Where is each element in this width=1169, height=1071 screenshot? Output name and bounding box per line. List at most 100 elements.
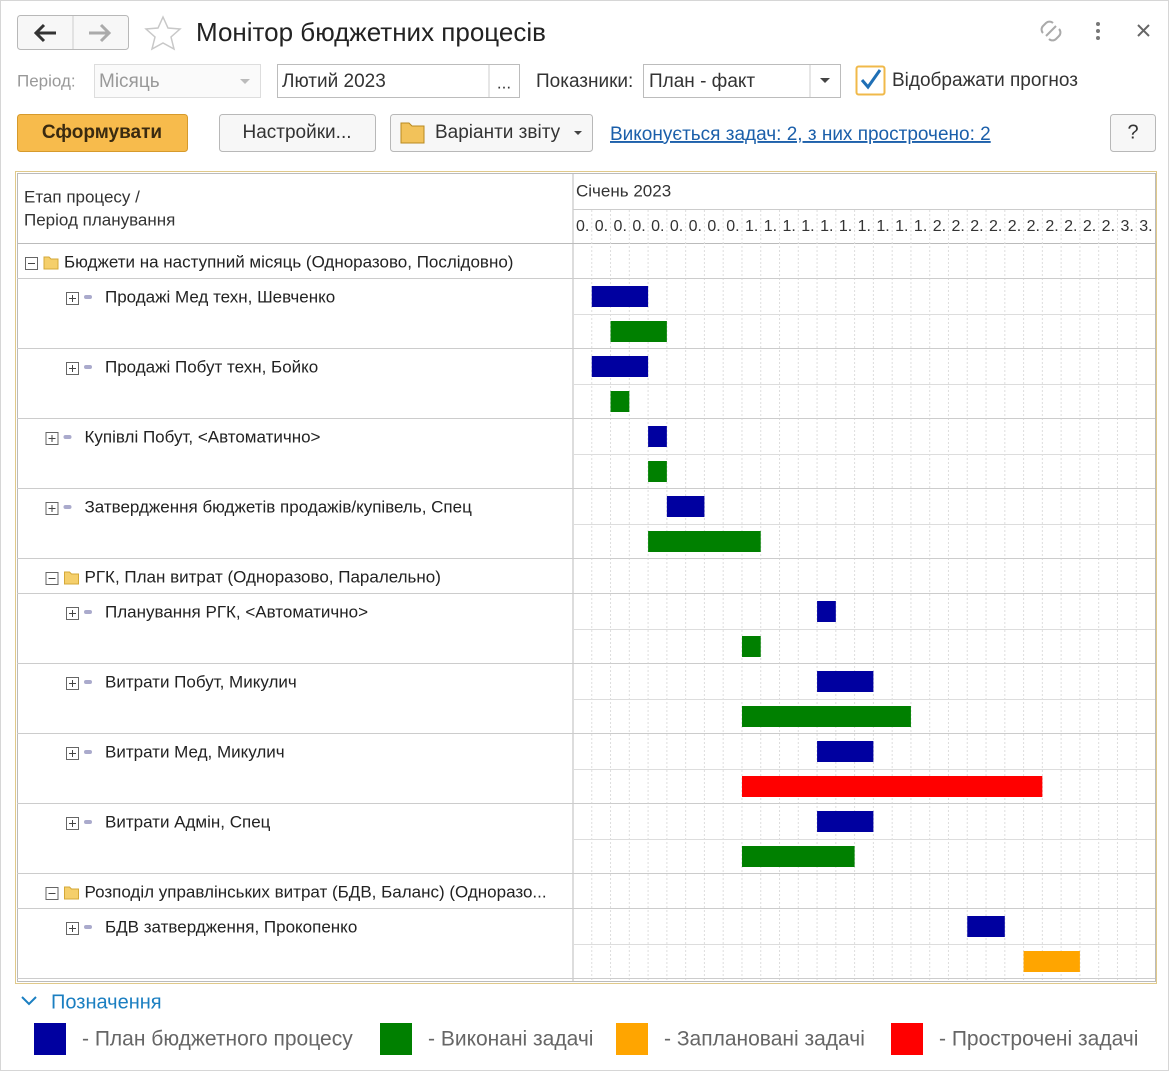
plan-bar [817, 671, 874, 692]
indicators-value: План - факт [649, 71, 755, 92]
link-icon[interactable] [1040, 20, 1062, 42]
task-icon [84, 680, 92, 684]
day-label: 0. [707, 218, 720, 235]
plan-bar [591, 286, 649, 307]
task-icon [84, 610, 92, 614]
group-label: РГК, План витрат (Одноразово, Паралельно… [85, 567, 441, 586]
fact-bar [610, 321, 667, 342]
day-label: 2. [989, 218, 1002, 235]
task-label: Витрати Адмін, Спец [105, 812, 271, 831]
day-label: 2. [1102, 218, 1115, 235]
help-label: ? [1127, 121, 1138, 143]
header-line1: Етап процесу / [24, 187, 140, 206]
day-label: 1. [764, 218, 777, 235]
legend-swatch [891, 1023, 923, 1055]
close-icon[interactable] [1137, 24, 1150, 37]
day-label: 0. [614, 218, 627, 235]
day-label: 1. [783, 218, 796, 235]
plan-bar [817, 601, 836, 622]
plan-bar [591, 356, 649, 377]
period-select[interactable] [94, 64, 261, 98]
day-label: 1. [914, 218, 927, 235]
day-label: 2. [933, 218, 946, 235]
plan-bar [967, 916, 1005, 937]
plan-bar [817, 741, 874, 762]
indicators-select[interactable] [643, 64, 841, 98]
legend-label: - Виконані задачі [428, 1028, 593, 1051]
variants-icon [400, 122, 425, 144]
dropdown-arrow [240, 79, 250, 84]
page-title: Монітор бюджетних процесів [196, 17, 546, 47]
plan-bar [648, 426, 667, 447]
task-icon [84, 750, 92, 754]
day-label: 0. [595, 218, 608, 235]
month-header: Січень 2023 [576, 181, 671, 200]
group-label: Розподіл управлінських витрат (БДВ, Бала… [85, 882, 547, 901]
indicators-label: Показники: [536, 71, 633, 92]
period-label: Період: [17, 71, 76, 90]
settings-button[interactable] [219, 114, 376, 152]
day-label: 0. [632, 218, 645, 235]
folder-icon [64, 571, 79, 585]
day-label: 0. [726, 218, 739, 235]
table-frame [17, 173, 1156, 982]
folder-icon [43, 256, 59, 270]
task-label: Продажі Побут техн, Бойко [105, 357, 318, 376]
task-label: Затвердження бюджетів продажів/купівель,… [85, 497, 473, 516]
day-label: 0. [689, 218, 702, 235]
task-label: Планування РГК, <Автоматично> [105, 602, 368, 621]
task-label: Купівлі Побут, <Автоматично> [85, 427, 321, 446]
fact-bar [741, 846, 855, 867]
task-label: Продажі Мед техн, Шевченко [105, 287, 335, 306]
day-label: 0. [576, 218, 589, 235]
day-label: 3. [1139, 218, 1152, 235]
variants-button[interactable] [390, 114, 593, 152]
folder-icon [64, 886, 79, 900]
legend-label: - Заплановані задачі [664, 1028, 865, 1051]
day-label: 1. [820, 218, 833, 235]
header-line2: Період планування [24, 210, 175, 229]
period-value: Місяць [99, 71, 160, 92]
tasks-link[interactable]: Виконується задач: 2, з них прострочено:… [610, 124, 991, 145]
fact-bar [741, 636, 761, 657]
legend-swatch [616, 1023, 648, 1055]
generate-button[interactable] [17, 114, 188, 152]
forward-icon[interactable] [89, 23, 112, 43]
variants-label: Варіанти звіту [435, 122, 561, 143]
generate-label: Сформувати [42, 122, 162, 143]
day-label: 2. [1045, 218, 1058, 235]
task-icon [84, 295, 92, 299]
day-label: 2. [951, 218, 964, 235]
day-label: 1. [745, 218, 758, 235]
forecast-label: Відображати прогноз [892, 70, 1078, 91]
month-field[interactable] [277, 64, 520, 98]
task-icon [63, 435, 72, 439]
fact-bar [741, 776, 1043, 797]
plan-bar [666, 496, 705, 517]
day-label: 1. [895, 218, 908, 235]
task-icon [84, 925, 92, 929]
fact-bar [1023, 951, 1080, 972]
task-icon [84, 365, 92, 369]
legend-title[interactable]: Позначення [51, 991, 162, 1013]
fact-bar [648, 461, 667, 482]
favorite-star[interactable] [144, 15, 182, 51]
back-icon[interactable] [33, 23, 56, 43]
month-button[interactable]: ... [497, 73, 511, 92]
legend-swatch [34, 1023, 66, 1055]
day-label: 0. [670, 218, 683, 235]
more-icon[interactable] [1096, 22, 1100, 40]
fact-bar [648, 531, 761, 552]
dropdown-arrow [574, 131, 582, 135]
legend-label: - Прострочені задачі [939, 1028, 1138, 1051]
group-label: Бюджети на наступний місяць (Одноразово,… [64, 252, 513, 271]
legend-toggle[interactable] [21, 996, 37, 1006]
legend-label: - План бюджетного процесу [82, 1028, 353, 1051]
task-label: Витрати Побут, Микулич [105, 672, 297, 691]
day-label: 3. [1120, 218, 1133, 235]
day-label: 2. [1008, 218, 1021, 235]
help-button[interactable] [1110, 114, 1156, 152]
day-label: 1. [876, 218, 889, 235]
task-label: БДВ затвердження, Прокопенко [105, 917, 357, 936]
